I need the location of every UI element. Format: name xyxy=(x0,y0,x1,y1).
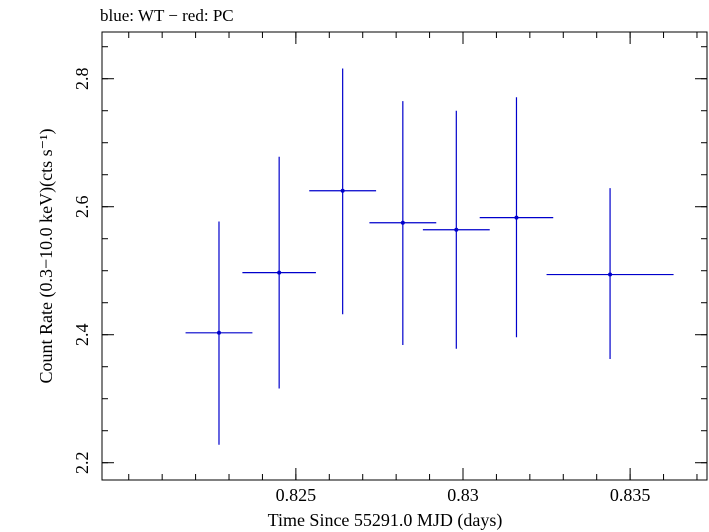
data-point xyxy=(454,227,459,232)
plot-frame xyxy=(101,31,708,481)
y-tick-labels: 2.2 2.4 2.6 2.8 xyxy=(72,67,92,474)
x-tick-label: 0.83 xyxy=(447,485,479,505)
data-point xyxy=(277,270,282,275)
y-tick-label: 2.6 xyxy=(72,195,92,218)
x-axis-label: Time Since 55291.0 MJD (days) xyxy=(268,510,503,531)
x-tick-label: 0.825 xyxy=(276,485,317,505)
chart-title: blue: WT − red: PC xyxy=(100,6,234,25)
data-point xyxy=(514,215,519,220)
y-tick-label: 2.8 xyxy=(72,67,92,90)
x-tick-label: 0.835 xyxy=(610,485,651,505)
y-tick-label: 2.2 xyxy=(72,451,92,474)
x-tick-labels: 0.825 0.83 0.835 xyxy=(276,485,651,505)
data-series xyxy=(185,68,674,445)
data-point xyxy=(400,220,405,225)
data-point xyxy=(340,188,345,193)
y-axis-label: Count Rate (0.3−10.0 keV)(cts s⁻¹) xyxy=(36,128,57,383)
y-tick-label: 2.4 xyxy=(72,323,92,346)
axis-ticks xyxy=(102,32,707,480)
data-point xyxy=(216,330,221,335)
data-point xyxy=(608,272,613,277)
